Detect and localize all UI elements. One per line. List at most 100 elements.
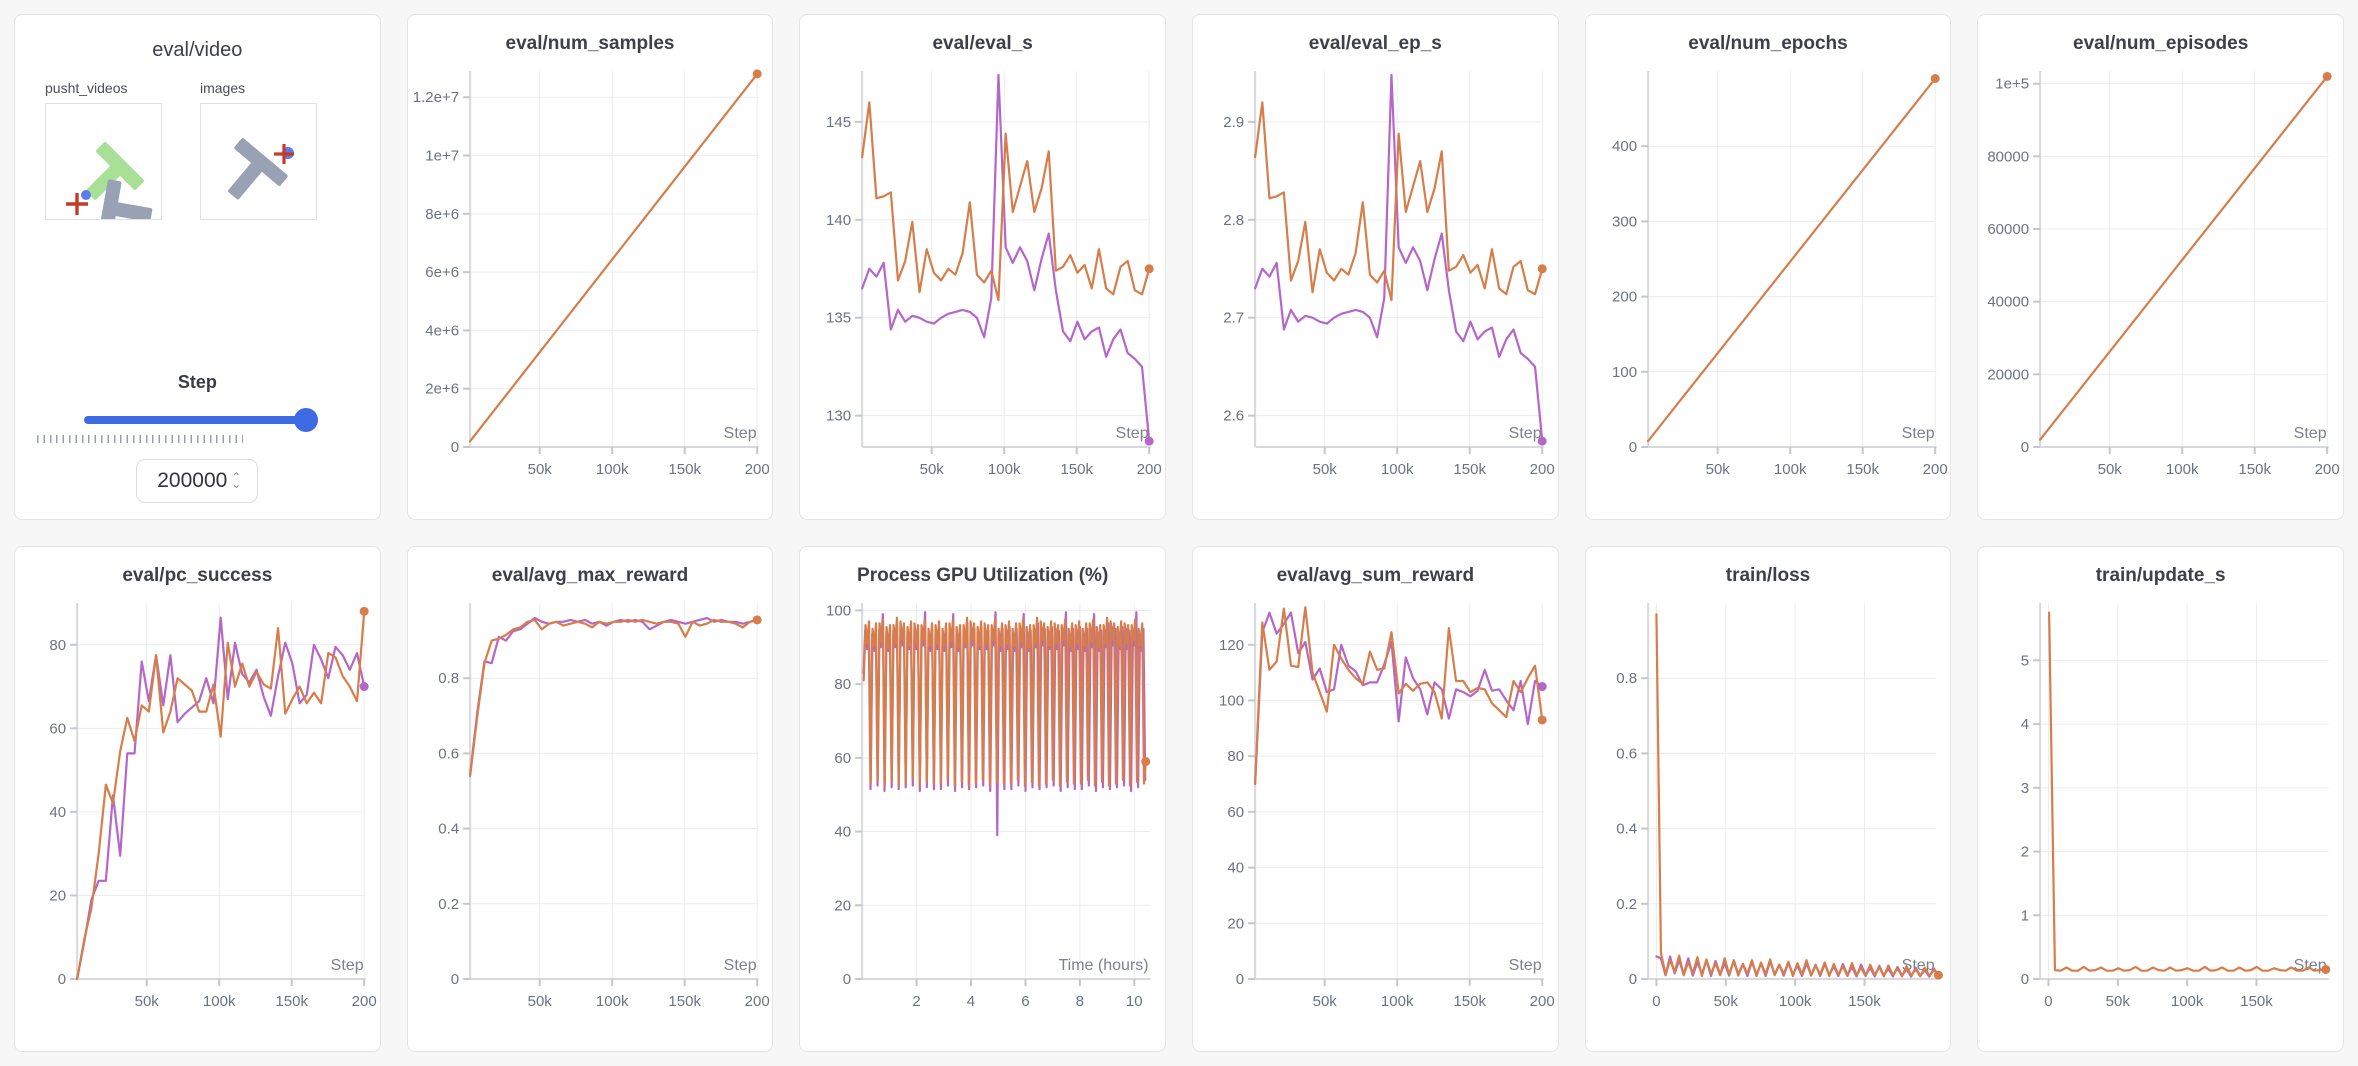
- chart-canvas[interactable]: 50k 100k 150k 200 0 20 40 60 80 100 120 Step: [1193, 593, 1558, 1031]
- y-tick-label: 60000: [1988, 221, 2030, 238]
- series-orange: [2048, 611, 2328, 972]
- series-end-dot: [1537, 436, 1547, 446]
- series-orange: [862, 616, 1148, 787]
- series-orange: [1253, 606, 1544, 786]
- series-end-dot: [752, 69, 762, 79]
- chart-panel: eval/pc_success 50k 100k 150k 200 0 20 40 60 80 St…: [14, 546, 381, 1052]
- images-thumbnail[interactable]: [200, 103, 317, 220]
- y-tick-label: 140: [826, 212, 851, 229]
- y-tick-label: 1: [2021, 907, 2029, 924]
- media-caption: pusht_videos: [45, 80, 128, 96]
- x-tick-label: 50k: [2106, 993, 2131, 1010]
- chart-title: eval/eval_ep_s: [1308, 33, 1442, 54]
- y-tick-label: 4e+6: [425, 322, 459, 339]
- series-purple: [1253, 73, 1544, 443]
- series-end-dot: [359, 606, 369, 616]
- step-slider-label: Step: [177, 372, 217, 392]
- chart-panel: eval/num_epochs 50k 100k 150k 200 0 100 200 300 4…: [1584, 14, 1952, 520]
- x-tick-label: 0: [2045, 993, 2053, 1010]
- x-tick-label: 200: [2315, 461, 2340, 478]
- y-tick-label: 2.6: [1223, 408, 1244, 425]
- x-axis-name: Step: [723, 957, 756, 974]
- x-tick-label: 50k: [2098, 461, 2123, 478]
- y-tick-label: 1e+5: [1996, 76, 2030, 93]
- y-tick-label: 6e+6: [425, 264, 459, 281]
- series-purple: [861, 73, 1151, 443]
- media-item-images: images: [200, 80, 317, 220]
- series-orange: [468, 618, 759, 778]
- x-tick-label: 100k: [2171, 993, 2204, 1010]
- step-up-icon[interactable]: ⌃: [231, 470, 242, 484]
- x-tick-label: 200: [744, 993, 769, 1010]
- chart-panel: train/loss 0 50k 100k 150k 0 0.2 0.4 0.6 0.8 Step: [1584, 546, 1952, 1052]
- step-slider-track[interactable]: [84, 416, 311, 424]
- series-end-dot: [2323, 71, 2333, 81]
- x-tick-label: 100k: [1774, 461, 1807, 478]
- chart-canvas[interactable]: 50k 100k 150k 200 0 2e+6 4e+6 6e+6 8e+6 1e+7 1.2e+…: [408, 61, 773, 499]
- x-axis-name: Step: [1116, 425, 1149, 442]
- y-tick-label: 1.2e+7: [412, 89, 458, 106]
- series-end-dot: [1933, 970, 1943, 980]
- series-orange: [1253, 101, 1544, 302]
- chart-canvas[interactable]: 50k 100k 150k 200 0 0.2 0.4 0.6 0.8 Step: [408, 593, 773, 1031]
- x-axis-name: Step: [2294, 425, 2327, 442]
- series-orange: [861, 101, 1151, 302]
- chart-panel: eval/num_samples 50k 100k 150k 200 0 2e+6 4e+6 6…: [406, 14, 774, 520]
- chart-canvas[interactable]: 50k 100k 150k 200 130 135 140 145 Step: [800, 61, 1165, 499]
- media-caption: images: [200, 80, 246, 96]
- y-tick-label: 80: [835, 676, 852, 693]
- y-tick-label: 3: [2021, 780, 2029, 797]
- chart-canvas[interactable]: 50k 100k 150k 200 0 20000 40000 60000 80000 1e+5 S…: [1978, 61, 2343, 499]
- y-tick-label: 200: [1612, 289, 1637, 306]
- pusht-scene-image: [66, 142, 153, 237]
- x-tick-label: 100k: [988, 461, 1021, 478]
- pusht-video-thumbnail[interactable]: [45, 103, 162, 237]
- x-tick-label: 200: [352, 993, 377, 1010]
- series-end-dot: [1145, 264, 1155, 274]
- x-tick-label: 150k: [2239, 461, 2272, 478]
- y-tick-label: 2.8: [1223, 212, 1244, 229]
- y-tick-label: 0: [58, 971, 66, 988]
- x-tick-label: 50k: [527, 461, 552, 478]
- y-tick-label: 400: [1612, 138, 1637, 155]
- chart-canvas[interactable]: 50k 100k 150k 200 2.6 2.7 2.8 2.9 Step: [1193, 61, 1558, 499]
- step-slider-thumb[interactable]: [294, 408, 319, 432]
- chart-canvas[interactable]: 50k 100k 150k 200 0 100 200 300 400 Step: [1586, 61, 1951, 499]
- x-tick-label: 200: [1137, 461, 1162, 478]
- y-tick-label: 2: [2021, 844, 2029, 861]
- y-tick-label: 0: [1628, 439, 1636, 456]
- step-slider-ruler: [37, 435, 243, 443]
- x-tick-label: 150k: [668, 993, 701, 1010]
- x-tick-label: 100k: [2166, 461, 2199, 478]
- series-orange: [2039, 75, 2329, 441]
- step-stepper[interactable]: ⌃ ⌄: [231, 470, 242, 491]
- step-slider[interactable]: [84, 407, 319, 433]
- x-tick-label: 150k: [1453, 461, 1486, 478]
- media-panel: eval/video pusht_videos: [14, 14, 381, 520]
- x-tick-label: 150k: [1453, 993, 1486, 1010]
- media-panel-title: eval/video: [152, 39, 243, 61]
- chart-panel: eval/avg_sum_reward 50k 100k 150k 200 0 20 40 60…: [1191, 546, 1559, 1052]
- images-scene-image: [228, 138, 294, 200]
- y-tick-label: 80: [49, 637, 66, 654]
- y-tick-label: 0.4: [1616, 821, 1637, 838]
- y-tick-label: 2.7: [1223, 310, 1244, 327]
- y-tick-label: 300: [1612, 213, 1637, 230]
- step-input[interactable]: [153, 469, 232, 493]
- series-orange: [1654, 613, 1940, 978]
- media-thumb-row: pusht_videos: [15, 80, 380, 237]
- y-tick-label: 100: [1219, 692, 1244, 709]
- step-down-icon[interactable]: ⌄: [231, 477, 242, 491]
- y-tick-label: 40000: [1988, 294, 2030, 311]
- x-tick-label: 100k: [596, 993, 629, 1010]
- series-end-dot: [1145, 436, 1155, 446]
- chart-title: eval/avg_sum_reward: [1276, 565, 1475, 586]
- chart-canvas[interactable]: 50k 100k 150k 200 0 20 40 60 80 Step: [15, 593, 380, 1031]
- x-tick-label: 50k: [1713, 993, 1738, 1010]
- y-tick-label: 0: [2021, 439, 2029, 456]
- x-tick-label: 50k: [1313, 993, 1338, 1010]
